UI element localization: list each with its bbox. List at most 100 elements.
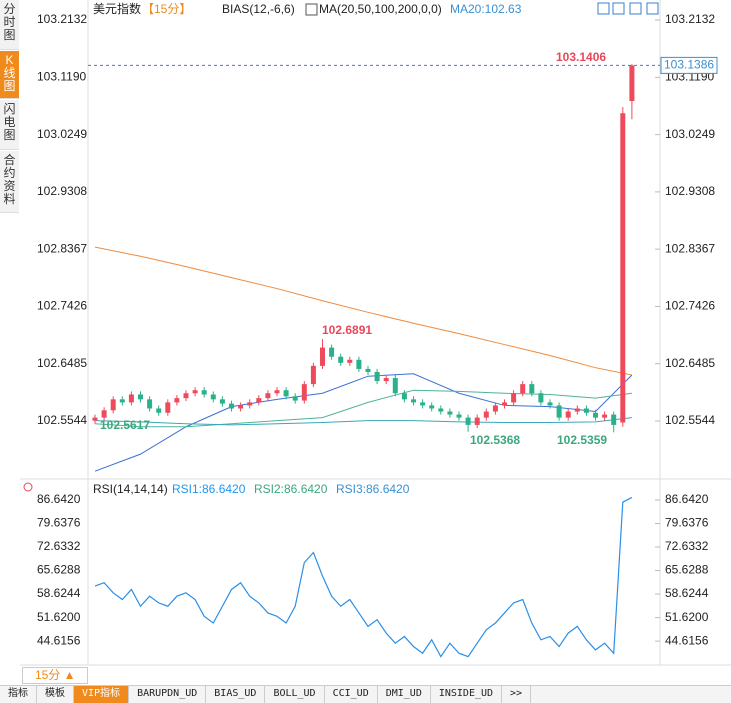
indicator-tab[interactable]: VIP指标 (74, 686, 130, 703)
y-tick-label-left: 44.6156 (37, 633, 81, 647)
candle-body (365, 368, 371, 372)
candle-body (602, 414, 608, 418)
candle-body (338, 356, 344, 363)
y-tick-label-left: 51.6200 (37, 610, 81, 624)
candle-body (411, 399, 416, 403)
tab-timeshare[interactable]: 分时图 (0, 0, 19, 50)
y-tick-label-left: 102.7426 (37, 299, 87, 313)
candle-body (438, 408, 444, 412)
extreme-label: 103.1406 (556, 50, 606, 64)
indicator-tab[interactable]: DMI_UD (378, 686, 431, 703)
candle-body (456, 414, 462, 418)
tool-btn[interactable] (646, 2, 659, 15)
y-tick-label-left: 103.2132 (37, 12, 87, 26)
tool-btn[interactable] (629, 2, 642, 15)
y-tick-label-left: 103.0249 (37, 127, 87, 141)
candle-body (574, 408, 580, 412)
candle-body (347, 359, 353, 363)
candle-body (429, 405, 435, 409)
ma-line (94, 389, 632, 428)
indicator-tab[interactable]: BIAS_UD (206, 686, 266, 703)
y-tick-label-right: 51.6200 (665, 610, 709, 624)
rsi-line (94, 496, 633, 658)
ma-line (94, 246, 632, 376)
y-tick-label-right: 103.0249 (665, 127, 715, 141)
indicator-tabs: 指标 模板 VIP指标 BARUPDN_UD BIAS_UD BOLL_UD CCI_UD D… (0, 685, 731, 703)
candle-body (465, 417, 471, 425)
tab-kline[interactable]: K线图 (0, 51, 19, 99)
y-tick-label-left: 86.6420 (37, 492, 81, 506)
candle-body (474, 417, 480, 425)
ma-line (94, 417, 632, 426)
candle-body (238, 405, 244, 409)
candle-body (420, 402, 426, 406)
period-select[interactable]: 15分 ▲ (22, 667, 88, 684)
y-tick-label-right: 103.2132 (665, 12, 715, 26)
candle-body (301, 384, 307, 401)
candle-body (511, 393, 517, 403)
tab-contract[interactable]: 合约资料 (0, 151, 19, 213)
candle-body (128, 394, 134, 403)
indicator-tab[interactable]: BOLL_UD (265, 686, 325, 703)
candle-body (547, 402, 553, 406)
y-tick-label-left: 102.9308 (37, 184, 87, 198)
candle-body (110, 399, 116, 411)
candle-body (247, 402, 253, 406)
tool-btn[interactable] (597, 2, 610, 15)
candle-body (392, 378, 398, 394)
indicator-tab[interactable]: 指标 (0, 686, 37, 703)
rsi-label: RSI3:86.6420 (336, 482, 410, 496)
candle-body (292, 396, 298, 401)
y-tick-label-right: 58.6244 (665, 586, 709, 600)
extreme-label: 102.5617 (100, 418, 150, 432)
y-tick-label-left: 72.6332 (37, 539, 81, 553)
candle-body (565, 411, 571, 418)
y-tick-label-left: 102.6485 (37, 356, 87, 370)
last-price-box (660, 56, 718, 74)
tab-flash[interactable]: 闪电图 (0, 100, 19, 150)
y-tick-label-left: 79.6376 (37, 516, 81, 530)
y-tick-label-right: 102.8367 (665, 241, 715, 255)
candle-body (219, 399, 225, 404)
y-tick-label-left: 65.6288 (37, 563, 81, 577)
candle-body (556, 405, 562, 418)
y-tick-label-left: 102.5544 (37, 413, 87, 427)
indicator-tab[interactable]: 模板 (37, 686, 74, 703)
indicator-tab[interactable]: INSIDE_UD (431, 686, 503, 703)
candle-body (374, 371, 380, 382)
ma-params: MA(20,50,100,200,0,0) (319, 2, 442, 16)
extreme-label: 102.5368 (470, 433, 520, 447)
ma-icon (305, 3, 318, 16)
ma20: MA20:102.63 (450, 2, 522, 16)
title: 美元指数 (93, 1, 141, 16)
y-tick-label-right: 65.6288 (665, 563, 709, 577)
y-tick-label-left: 58.6244 (37, 586, 81, 600)
indicator-tab[interactable]: CCI_UD (325, 686, 378, 703)
candle-body (329, 347, 335, 357)
candle-body (174, 398, 180, 403)
settings-icon[interactable] (23, 482, 33, 492)
candle-body (447, 411, 453, 415)
rsi-title: RSI(14,14,14) (93, 482, 168, 496)
last-price-label: 103.1386 (664, 58, 714, 72)
candle-body (383, 378, 389, 382)
y-tick-label-right: 44.6156 (665, 633, 709, 647)
candle-body (210, 394, 216, 400)
candle-body (401, 393, 407, 400)
y-tick-label-left: 102.8367 (37, 241, 87, 255)
y-tick-label-right: 86.6420 (665, 492, 709, 506)
y-tick-label-right: 102.5544 (665, 413, 715, 427)
candle-body (256, 398, 262, 403)
candle-body (165, 402, 171, 413)
candle-body (192, 390, 198, 394)
candle-body (356, 359, 362, 369)
indicator-tab[interactable]: BARUPDN_UD (129, 686, 207, 703)
candle-body (283, 390, 289, 397)
candle-body (201, 390, 207, 395)
candle-body (92, 417, 98, 421)
tool-btn[interactable] (612, 2, 625, 15)
candle-body (274, 390, 280, 394)
extreme-label: 102.5359 (557, 433, 607, 447)
indicator-tab[interactable]: >> (502, 686, 532, 703)
